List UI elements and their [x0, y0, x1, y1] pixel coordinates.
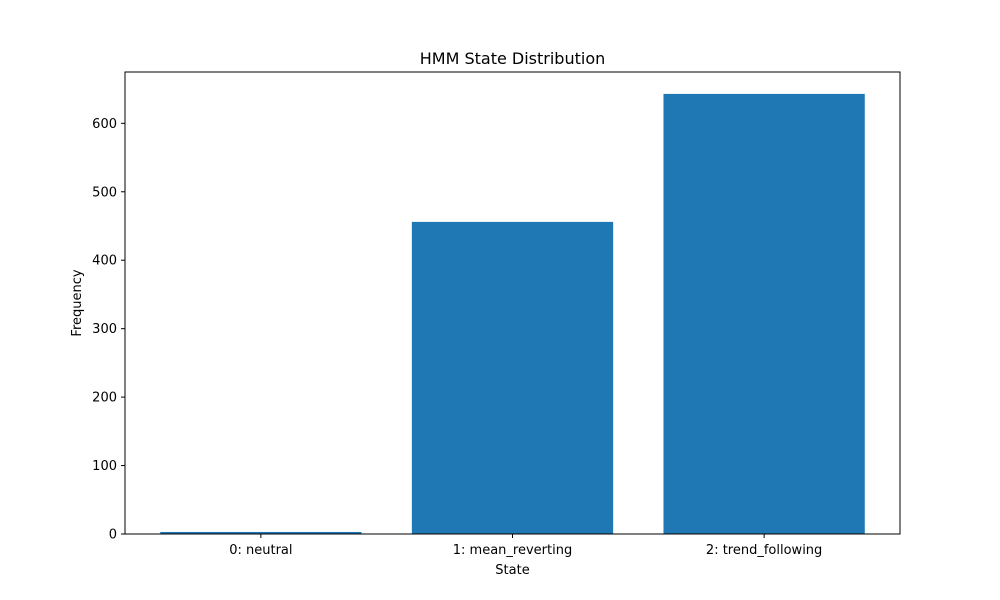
x-axis-label: State — [495, 563, 529, 578]
bar-0 — [160, 531, 362, 534]
y-axis: 0 100 200 300 400 500 600 — [92, 117, 125, 543]
x-tick-label: 0: neutral — [229, 543, 292, 558]
y-tick-label: 500 — [92, 185, 117, 200]
y-tick-label: 100 — [92, 459, 117, 474]
y-tick-label: 300 — [92, 322, 117, 337]
bar-2 — [663, 93, 865, 534]
x-tick-label: 2: trend_following — [706, 543, 822, 558]
chart-title: HMM State Distribution — [420, 49, 606, 68]
y-tick-label: 200 — [92, 391, 117, 406]
x-axis: 0: neutral 1: mean_reverting 2: trend_foll… — [229, 534, 822, 558]
bars-group — [160, 93, 865, 535]
y-tick-label: 0 — [109, 528, 117, 543]
y-tick-label: 600 — [92, 117, 117, 132]
bar-1 — [411, 221, 614, 535]
plot-frame — [124, 71, 901, 535]
x-tick-label: 1: mean_reverting — [453, 543, 572, 558]
y-tick-label: 400 — [92, 254, 117, 269]
y-axis-label: Frequency — [70, 269, 85, 336]
